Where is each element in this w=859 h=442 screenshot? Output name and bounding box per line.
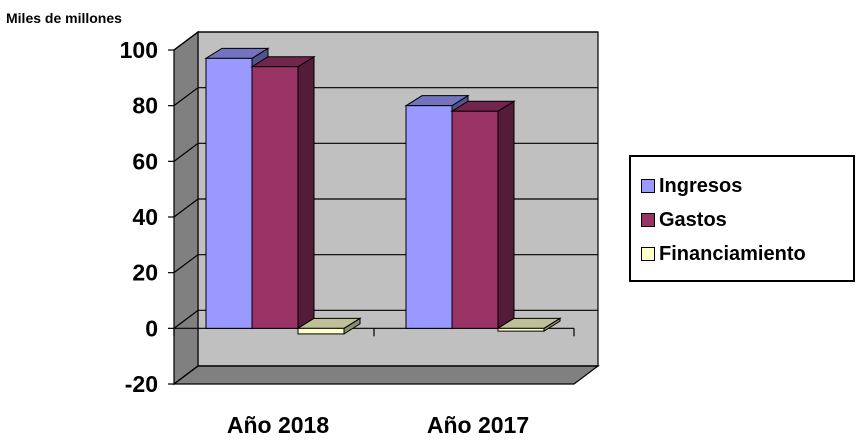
legend-swatch-ingresos [641, 179, 655, 193]
legend-swatch-gastos [641, 213, 655, 227]
gridline [173, 31, 598, 51]
gridline [173, 87, 598, 107]
legend-swatch-financiamiento [641, 247, 655, 261]
bar-gastos-2 [451, 110, 499, 329]
bar-side [297, 55, 315, 330]
bar-side [497, 100, 515, 330]
x-tick-label: Año 2018 [227, 412, 329, 438]
gridline [173, 365, 598, 385]
unit-label: Miles de millones [6, 10, 122, 26]
y-tick-label: 80 [132, 93, 158, 119]
y-tick-label: 60 [132, 148, 158, 174]
y-tick-label: 40 [132, 204, 158, 230]
bar-financiamiento-2 [497, 327, 545, 332]
legend-label-gastos: Gastos [659, 208, 727, 231]
bar-ingresos-2 [405, 105, 453, 329]
legend-item-ingresos: Ingresos [641, 173, 742, 199]
legend-item-financiamiento: Financiamiento [641, 241, 806, 267]
legend-label-ingresos: Ingresos [659, 174, 743, 197]
legend-label-financiamiento: Financiamiento [659, 242, 806, 265]
bar-gastos-1 [251, 66, 299, 329]
y-tick-label: 0 [145, 315, 158, 341]
bar-financiamiento-1 [297, 327, 345, 335]
x-tick-label: Año 2017 [427, 412, 529, 438]
legend: Ingresos Gastos Financiamiento [629, 155, 855, 282]
y-tick-label: 20 [132, 260, 158, 286]
y-tick-label: 100 [120, 37, 158, 63]
bar-ingresos-1 [205, 57, 253, 329]
legend-item-gastos: Gastos [641, 207, 727, 233]
chart-floor [172, 365, 600, 385]
y-tick-label: -20 [125, 371, 158, 397]
